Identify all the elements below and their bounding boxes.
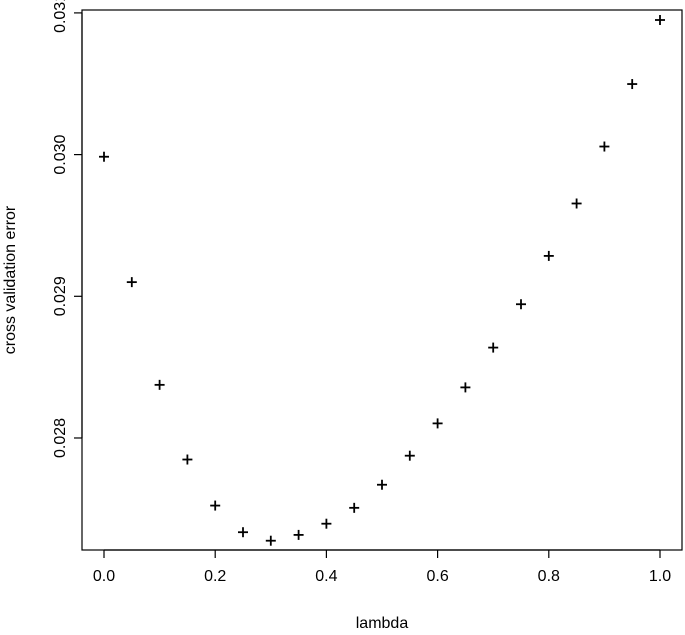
data-point: [543, 250, 554, 261]
x-axis: 0.0 0.2 0.4 0.6 0.8 1.0: [93, 549, 671, 585]
y-axis-title: cross validation error: [2, 205, 19, 354]
x-tick-label: 1.0: [649, 568, 671, 585]
data-points: [99, 15, 665, 546]
y-tick-label: 0.030: [52, 134, 69, 174]
data-point: [377, 479, 387, 490]
data-point: [321, 518, 332, 529]
data-point: [655, 15, 665, 25]
data-point: [516, 299, 526, 310]
data-point: [238, 527, 248, 538]
y-tick-label: 0.029: [52, 276, 69, 316]
data-point: [154, 379, 165, 390]
y-axis: 0.028 0.029 0.030 0.031: [52, 0, 83, 458]
data-point: [349, 502, 360, 513]
data-point: [460, 382, 471, 393]
x-tick-label: 0.6: [426, 568, 448, 585]
data-point: [432, 418, 443, 429]
x-tick-label: 0.2: [204, 568, 226, 585]
data-point: [293, 529, 304, 540]
data-point: [99, 151, 109, 162]
data-point: [488, 342, 499, 353]
data-point: [571, 198, 582, 209]
data-point: [126, 277, 137, 288]
x-axis-title: lambda: [356, 615, 409, 632]
x-tick-label: 0.0: [93, 568, 115, 585]
data-point: [265, 535, 276, 546]
data-point: [210, 500, 221, 511]
data-point: [182, 454, 193, 465]
x-tick-label: 0.8: [538, 568, 560, 585]
data-point: [404, 450, 415, 461]
plot-frame: [81, 9, 683, 551]
x-tick-label: 0.4: [315, 568, 337, 585]
data-point: [627, 79, 638, 90]
data-point: [599, 141, 610, 152]
y-tick-label: 0.028: [52, 418, 69, 458]
y-tick-label: 0.031: [52, 0, 69, 33]
